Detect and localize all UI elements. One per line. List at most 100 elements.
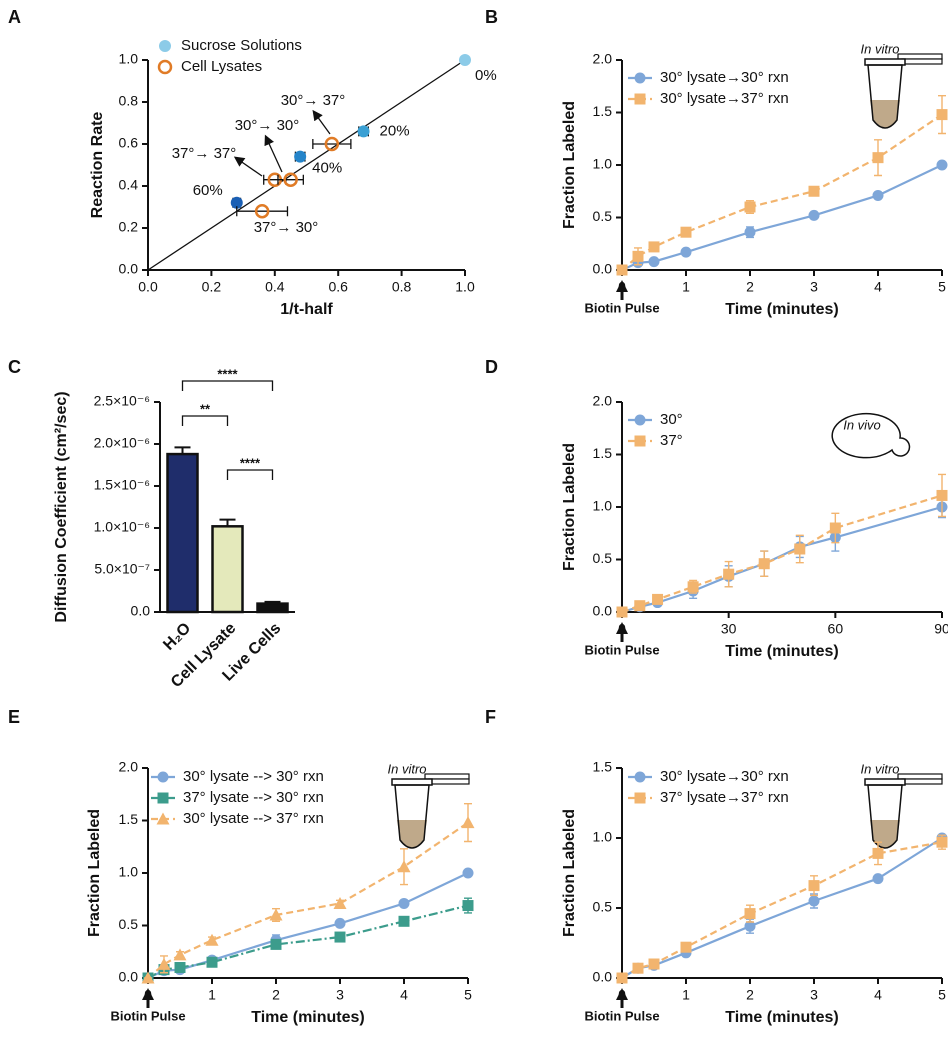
legend-marker bbox=[634, 792, 646, 804]
y-tick-label: 0.0 bbox=[593, 261, 613, 277]
panel-letter: A bbox=[8, 7, 21, 27]
y-axis-title: Fraction Labeled bbox=[561, 809, 578, 937]
y-axis-title: Reaction Rate bbox=[89, 112, 106, 219]
legend-marker bbox=[156, 812, 170, 825]
identity-line bbox=[147, 59, 466, 271]
y-tick-label: 2.0×10⁻⁶ bbox=[94, 435, 150, 451]
x-axis-title: Time (minutes) bbox=[725, 1009, 839, 1026]
x-tick-label: 1 bbox=[682, 987, 690, 1003]
x-tick-label: 5 bbox=[938, 987, 946, 1003]
point bbox=[324, 136, 340, 152]
legend-marker bbox=[634, 414, 646, 426]
pulse-arrow bbox=[616, 988, 628, 1008]
y-tick-label: 2.0 bbox=[593, 393, 613, 409]
bar bbox=[166, 452, 199, 614]
legend-marker bbox=[157, 792, 169, 804]
tube-liquid bbox=[397, 820, 427, 848]
x-tick-label: 1.0 bbox=[455, 279, 475, 295]
tube-rim bbox=[391, 778, 433, 786]
legend-label: Sucrose Solutions bbox=[181, 37, 302, 54]
annotation: 37°→ 30° bbox=[254, 219, 319, 236]
series-line bbox=[147, 904, 469, 979]
error-bar bbox=[312, 139, 352, 149]
x-tick-label: 90 bbox=[934, 621, 948, 637]
pulse-arrow bbox=[616, 280, 628, 300]
x-tick-label: 3 bbox=[810, 279, 818, 295]
y-tick-label: 1.0 bbox=[119, 864, 139, 880]
y-tick-label: 0.0 bbox=[119, 261, 139, 277]
marker bbox=[157, 957, 171, 970]
marker bbox=[333, 896, 347, 909]
cell-outline bbox=[831, 412, 911, 459]
error-bar bbox=[236, 206, 289, 217]
marker bbox=[758, 558, 770, 570]
marker bbox=[616, 606, 628, 618]
x-axis-title: Time (minutes) bbox=[251, 1009, 365, 1026]
marker bbox=[652, 593, 664, 605]
annotation-arrow bbox=[312, 109, 331, 135]
inset-label: In vitro bbox=[860, 761, 899, 776]
x-tick-label: 2 bbox=[746, 987, 754, 1003]
panel-letter: D bbox=[485, 357, 498, 377]
y-tick-label: 1.5 bbox=[593, 103, 613, 119]
significance-label: ** bbox=[200, 401, 211, 416]
marker bbox=[397, 860, 411, 873]
legend-marker bbox=[157, 771, 169, 783]
point bbox=[357, 125, 370, 138]
marker bbox=[206, 956, 218, 968]
x-tick-label: 60 bbox=[828, 621, 844, 637]
x-tick-label: 4 bbox=[874, 279, 882, 295]
tube-cap bbox=[901, 58, 943, 65]
bar bbox=[211, 525, 244, 614]
legend-label: 30° lysate→37° rxn bbox=[660, 90, 789, 107]
y-tick-label: 1.5 bbox=[593, 445, 613, 461]
y-tick-label: 1.0 bbox=[593, 829, 613, 845]
marker bbox=[872, 847, 884, 859]
y-tick-label: 0.0 bbox=[593, 969, 613, 985]
y-tick-label: 0.6 bbox=[119, 135, 139, 151]
y-tick-label: 1.5 bbox=[119, 811, 139, 827]
pulse-label: Biotin Pulse bbox=[110, 1008, 185, 1023]
point-label: 0% bbox=[475, 67, 497, 84]
marker bbox=[808, 895, 820, 907]
inset-label: In vivo bbox=[843, 417, 881, 432]
marker bbox=[616, 972, 628, 984]
marker bbox=[270, 938, 282, 950]
marker bbox=[829, 522, 841, 534]
significance-bracket bbox=[181, 415, 229, 426]
panel-letter: F bbox=[485, 707, 496, 727]
x-tick-label: 0.8 bbox=[392, 279, 412, 295]
significance-label: **** bbox=[240, 455, 261, 470]
tube-rim bbox=[864, 58, 906, 66]
marker bbox=[461, 816, 475, 829]
y-tick-label: 1.0 bbox=[119, 51, 139, 67]
inset-label: In vitro bbox=[387, 761, 426, 776]
marker bbox=[687, 581, 699, 593]
y-tick-label: 1.0 bbox=[593, 156, 613, 172]
legend-marker bbox=[634, 771, 646, 783]
x-axis-title: Time (minutes) bbox=[725, 301, 839, 318]
y-tick-label: 0.0 bbox=[593, 603, 613, 619]
pulse-label: Biotin Pulse bbox=[584, 642, 659, 657]
legend-label: 30° lysate→30° rxn bbox=[660, 69, 789, 86]
legend-label: 30° lysate --> 30° rxn bbox=[183, 768, 324, 785]
panel-letter: E bbox=[8, 707, 20, 727]
y-tick-label: 5.0×10⁻⁷ bbox=[94, 561, 150, 577]
marker bbox=[398, 897, 410, 909]
series-line bbox=[621, 505, 943, 614]
annotation-arrow bbox=[264, 134, 283, 173]
x-tick-label: 30 bbox=[721, 621, 737, 637]
x-tick-label: 0.2 bbox=[202, 279, 222, 295]
x-tick-label: H₂O bbox=[160, 620, 194, 654]
marker bbox=[648, 958, 660, 970]
series-line bbox=[147, 872, 469, 979]
marker bbox=[744, 920, 756, 932]
marker bbox=[936, 159, 948, 171]
marker bbox=[205, 933, 219, 946]
point bbox=[254, 203, 270, 219]
legend-marker bbox=[634, 72, 646, 84]
marker bbox=[680, 246, 692, 258]
point-label: 40% bbox=[312, 160, 342, 177]
y-tick-label: 0.0 bbox=[131, 603, 151, 619]
